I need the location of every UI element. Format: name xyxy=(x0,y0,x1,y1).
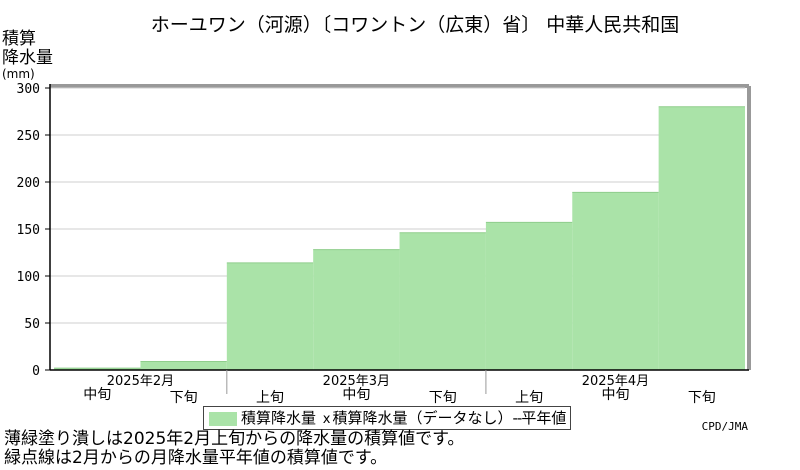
legend-nodata-mark: x xyxy=(322,412,331,427)
area-bar xyxy=(313,249,400,370)
period-label: 上旬 xyxy=(256,390,284,406)
area-bar xyxy=(140,361,227,370)
chart-title: ホーユワン（河源）〔コワントン（広東）省〕 中華人民共和国 xyxy=(150,14,680,36)
legend-nodata-label: 積算降水量（データなし） xyxy=(332,409,513,427)
month-label: 2025年4月 xyxy=(582,374,649,389)
legend-normal-line: -- xyxy=(512,409,523,427)
period-label: 下旬 xyxy=(429,390,457,406)
notes: 薄緑塗り潰しは2025年2月上旬からの降水量の積算値です。 緑点線は2月からの月… xyxy=(4,430,464,468)
y-tick-label: 0 xyxy=(32,364,40,379)
area-bar xyxy=(399,232,486,370)
period-label: 中旬 xyxy=(342,387,370,403)
y-tick-label: 250 xyxy=(17,129,40,144)
area-bar xyxy=(658,106,745,371)
area-bar xyxy=(226,262,314,370)
y-axis-label-line2: 降水量 xyxy=(2,48,53,68)
area-bar xyxy=(54,368,141,370)
legend: 積算降水量 x 積算降水量（データなし）--平年値 xyxy=(203,406,572,430)
y-tick-label: 50 xyxy=(24,317,40,332)
legend-swatch xyxy=(209,411,237,426)
y-tick-label: 100 xyxy=(17,270,40,285)
month-label: 2025年3月 xyxy=(323,374,390,389)
legend-normal-label: 平年値 xyxy=(521,409,567,427)
period-label: 下旬 xyxy=(170,390,198,406)
y-axis-unit: (mm) xyxy=(2,67,35,81)
y-tick-label: 200 xyxy=(17,176,40,191)
legend-series-label: 積算降水量 xyxy=(241,409,317,427)
area-bar xyxy=(572,192,659,370)
period-label: 上旬 xyxy=(515,390,543,406)
month-label: 2025年2月 xyxy=(107,374,174,389)
y-tick-label: 150 xyxy=(17,223,40,238)
credit: CPD/JMA xyxy=(701,420,748,433)
area-bar xyxy=(485,222,573,370)
period-label: 中旬 xyxy=(83,387,111,403)
note-line-2: 緑点線は2月からの月降水量平年値の積算値です。 xyxy=(4,448,388,468)
y-tick-label: 300 xyxy=(17,82,40,97)
period-label: 中旬 xyxy=(601,387,629,403)
y-axis-label-line1: 積算 xyxy=(2,29,36,49)
y-axis-label: 積算 降水量 (mm) xyxy=(2,29,53,81)
period-label: 下旬 xyxy=(688,390,716,406)
note-line-1: 薄緑塗り潰しは2025年2月上旬からの降水量の積算値です。 xyxy=(4,429,465,449)
